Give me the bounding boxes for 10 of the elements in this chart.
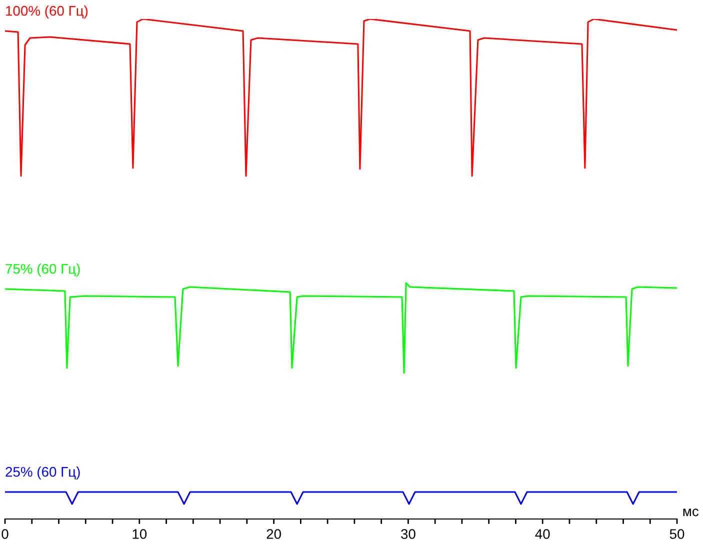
series-label: 25% (60 Гц) (6, 466, 80, 480)
series-label: 75% (60 Гц) (6, 264, 80, 276)
series-label: 100% (60 Гц) (6, 6, 88, 18)
x-tick-label: 40 (535, 529, 550, 539)
x-axis-title: мс (683, 508, 698, 516)
x-tick-label: 10 (132, 529, 147, 539)
x-tick-label: 30 (401, 529, 416, 539)
x-tick-label: 50 (670, 529, 684, 539)
x-tick-label: 0 (2, 529, 8, 539)
x-tick-label: 20 (266, 529, 281, 539)
